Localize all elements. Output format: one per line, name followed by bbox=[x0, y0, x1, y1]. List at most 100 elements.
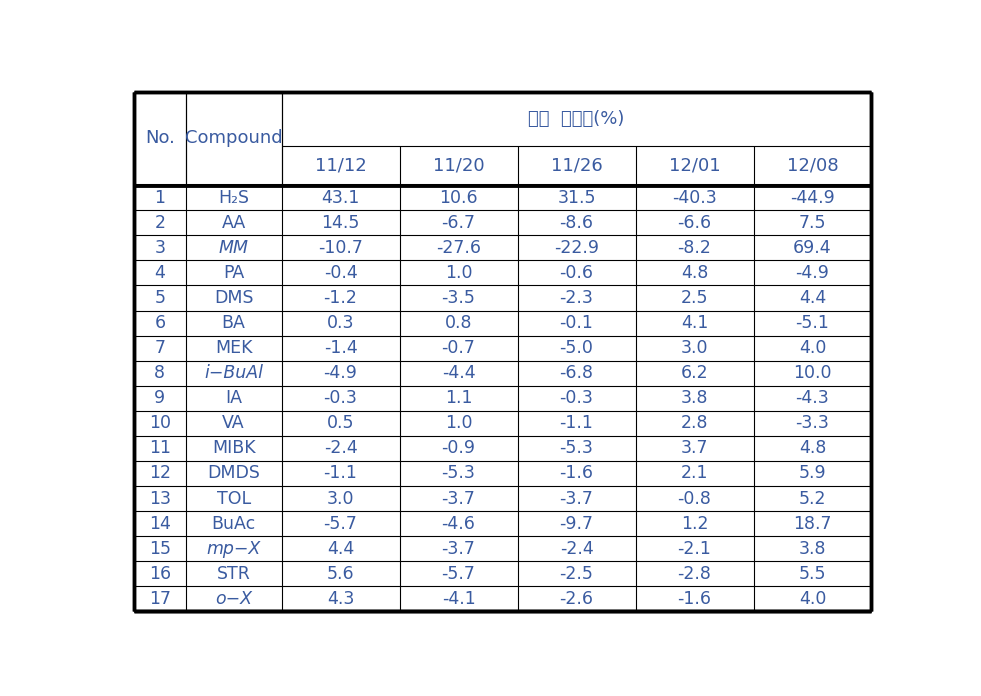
Text: 3.0: 3.0 bbox=[681, 339, 708, 357]
Text: 4.4: 4.4 bbox=[799, 289, 826, 307]
Text: -5.1: -5.1 bbox=[796, 314, 830, 332]
Text: 8: 8 bbox=[154, 364, 166, 382]
Text: -0.1: -0.1 bbox=[559, 314, 594, 332]
Text: 6: 6 bbox=[154, 314, 166, 332]
Text: 4.4: 4.4 bbox=[327, 539, 354, 557]
Text: BA: BA bbox=[222, 314, 245, 332]
Text: 1: 1 bbox=[154, 189, 166, 207]
Text: 4.0: 4.0 bbox=[799, 339, 826, 357]
Text: -3.7: -3.7 bbox=[441, 539, 476, 557]
Text: -5.7: -5.7 bbox=[324, 514, 357, 532]
Text: -2.4: -2.4 bbox=[324, 439, 357, 457]
Text: -27.6: -27.6 bbox=[436, 239, 481, 257]
Text: -1.2: -1.2 bbox=[324, 289, 357, 307]
Text: 6.2: 6.2 bbox=[681, 364, 708, 382]
Text: 10.0: 10.0 bbox=[794, 364, 832, 382]
Text: TOL: TOL bbox=[217, 489, 251, 507]
Text: 0.5: 0.5 bbox=[327, 414, 354, 432]
Text: 2.8: 2.8 bbox=[681, 414, 708, 432]
Text: 5.2: 5.2 bbox=[799, 489, 826, 507]
Text: -2.1: -2.1 bbox=[678, 539, 711, 557]
Text: 69.4: 69.4 bbox=[794, 239, 832, 257]
Text: -4.9: -4.9 bbox=[324, 364, 357, 382]
Text: -40.3: -40.3 bbox=[672, 189, 717, 207]
Text: MM: MM bbox=[219, 239, 248, 257]
Text: 4.8: 4.8 bbox=[681, 264, 708, 282]
Text: 11/20: 11/20 bbox=[433, 157, 485, 175]
Text: 5.6: 5.6 bbox=[327, 564, 354, 583]
Text: -1.4: -1.4 bbox=[324, 339, 357, 357]
Text: 18.7: 18.7 bbox=[794, 514, 832, 532]
Text: -4.1: -4.1 bbox=[441, 590, 476, 608]
Text: 1.0: 1.0 bbox=[444, 414, 472, 432]
Text: -4.6: -4.6 bbox=[441, 514, 476, 532]
Text: 3: 3 bbox=[154, 239, 166, 257]
Text: 7.5: 7.5 bbox=[799, 214, 826, 232]
Text: STR: STR bbox=[217, 564, 250, 583]
Text: 31.5: 31.5 bbox=[557, 189, 595, 207]
Text: -5.0: -5.0 bbox=[559, 339, 594, 357]
Text: -8.2: -8.2 bbox=[678, 239, 711, 257]
Text: -0.3: -0.3 bbox=[559, 389, 594, 407]
Text: -3.3: -3.3 bbox=[796, 414, 830, 432]
Text: 10.6: 10.6 bbox=[439, 189, 478, 207]
Text: -0.8: -0.8 bbox=[678, 489, 711, 507]
Text: i−BuAl: i−BuAl bbox=[204, 364, 263, 382]
Text: 1.1: 1.1 bbox=[444, 389, 472, 407]
Text: -0.6: -0.6 bbox=[559, 264, 594, 282]
Text: 12/01: 12/01 bbox=[669, 157, 720, 175]
Text: -4.4: -4.4 bbox=[441, 364, 476, 382]
Text: -6.8: -6.8 bbox=[559, 364, 594, 382]
Text: -2.4: -2.4 bbox=[559, 539, 594, 557]
Text: 7: 7 bbox=[154, 339, 166, 357]
Text: 17: 17 bbox=[149, 590, 171, 608]
Text: 4.0: 4.0 bbox=[799, 590, 826, 608]
Text: 16: 16 bbox=[149, 564, 171, 583]
Text: 15: 15 bbox=[149, 539, 171, 557]
Text: Compound: Compound bbox=[184, 129, 283, 148]
Text: 1.2: 1.2 bbox=[681, 514, 708, 532]
Text: -6.7: -6.7 bbox=[441, 214, 476, 232]
Text: 0.3: 0.3 bbox=[327, 314, 354, 332]
Text: 13: 13 bbox=[149, 489, 171, 507]
Text: 11: 11 bbox=[149, 439, 171, 457]
Text: MIBK: MIBK bbox=[212, 439, 255, 457]
Text: 11/26: 11/26 bbox=[550, 157, 602, 175]
Text: -5.3: -5.3 bbox=[559, 439, 594, 457]
Text: 43.1: 43.1 bbox=[322, 189, 360, 207]
Text: VA: VA bbox=[223, 414, 245, 432]
Text: -9.7: -9.7 bbox=[559, 514, 594, 532]
Text: No.: No. bbox=[145, 129, 175, 148]
Text: 14: 14 bbox=[149, 514, 171, 532]
Text: -5.3: -5.3 bbox=[441, 464, 476, 482]
Text: -1.6: -1.6 bbox=[678, 590, 711, 608]
Text: -10.7: -10.7 bbox=[318, 239, 363, 257]
Text: 5.9: 5.9 bbox=[799, 464, 826, 482]
Text: 3.8: 3.8 bbox=[681, 389, 708, 407]
Text: DMS: DMS bbox=[214, 289, 253, 307]
Text: -2.8: -2.8 bbox=[678, 564, 711, 583]
Text: -2.5: -2.5 bbox=[559, 564, 594, 583]
Text: 5: 5 bbox=[154, 289, 166, 307]
Text: IA: IA bbox=[225, 389, 242, 407]
Text: -1.6: -1.6 bbox=[559, 464, 594, 482]
Text: 14.5: 14.5 bbox=[322, 214, 360, 232]
Text: -1.1: -1.1 bbox=[324, 464, 357, 482]
Text: -0.4: -0.4 bbox=[324, 264, 357, 282]
Text: 2.1: 2.1 bbox=[681, 464, 708, 482]
Text: 11/12: 11/12 bbox=[315, 157, 366, 175]
Text: 2: 2 bbox=[154, 214, 166, 232]
Text: 10: 10 bbox=[149, 414, 171, 432]
Text: BuAc: BuAc bbox=[212, 514, 256, 532]
Text: 4: 4 bbox=[154, 264, 165, 282]
Text: MEK: MEK bbox=[215, 339, 252, 357]
Text: AA: AA bbox=[222, 214, 245, 232]
Text: 0.8: 0.8 bbox=[444, 314, 472, 332]
Text: 4.8: 4.8 bbox=[799, 439, 826, 457]
Text: 2.5: 2.5 bbox=[681, 289, 708, 307]
Text: 1.0: 1.0 bbox=[444, 264, 472, 282]
Text: 9: 9 bbox=[154, 389, 166, 407]
Text: -1.1: -1.1 bbox=[559, 414, 594, 432]
Text: -3.7: -3.7 bbox=[441, 489, 476, 507]
Text: -44.9: -44.9 bbox=[790, 189, 835, 207]
